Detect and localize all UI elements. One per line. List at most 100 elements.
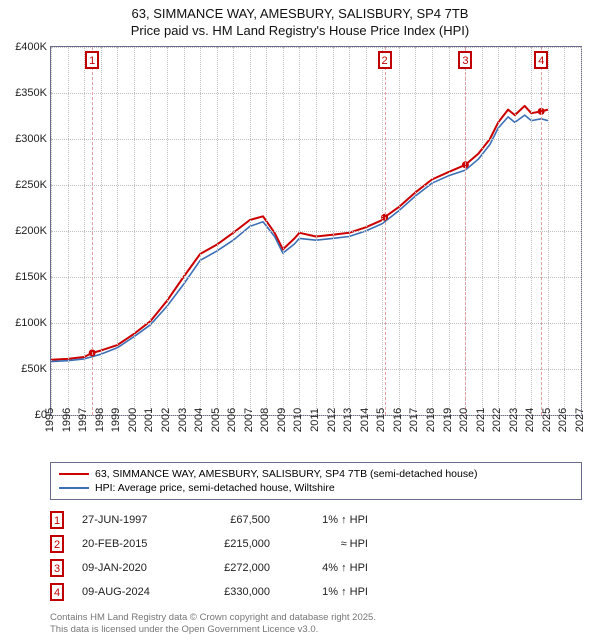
transaction-price: £330,000 (190, 586, 270, 598)
transaction-date: 09-JAN-2020 (82, 562, 172, 574)
gridline-vertical (415, 47, 416, 415)
x-tick-label: 2007 (243, 408, 255, 432)
x-axis-labels: 1995199619971998199920002001200220032004… (50, 416, 582, 458)
transaction-price: £67,500 (190, 514, 270, 526)
sale-marker-box: 4 (534, 51, 548, 69)
x-tick-label: 2013 (342, 408, 354, 432)
x-tick-label: 2027 (574, 408, 586, 432)
footer-line1: Contains HM Land Registry data © Crown c… (50, 612, 582, 624)
transaction-price: £215,000 (190, 538, 270, 550)
gridline-vertical (150, 47, 151, 415)
x-tick-label: 2003 (177, 408, 189, 432)
gridline-vertical (217, 47, 218, 415)
sale-marker-line (92, 47, 93, 415)
sale-marker-line (465, 47, 466, 415)
gridline-vertical (299, 47, 300, 415)
gridline-vertical (134, 47, 135, 415)
transaction-hpi: 4% ↑ HPI (288, 562, 368, 574)
chart-container: 63, SIMMANCE WAY, AMESBURY, SALISBURY, S… (0, 0, 600, 636)
x-tick-label: 2006 (226, 408, 238, 432)
sale-marker-line (541, 47, 542, 415)
gridline-vertical (564, 47, 565, 415)
gridline-vertical (101, 47, 102, 415)
chart-title-block: 63, SIMMANCE WAY, AMESBURY, SALISBURY, S… (0, 0, 600, 40)
sale-marker-box: 1 (85, 51, 99, 69)
transaction-row: 4 09-AUG-2024 £330,000 1% ↑ HPI (50, 580, 582, 604)
transaction-marker: 4 (50, 583, 64, 601)
x-tick-label: 2024 (524, 408, 536, 432)
x-tick-label: 2021 (475, 408, 487, 432)
transaction-hpi: 1% ↑ HPI (288, 586, 368, 598)
gridline-vertical (498, 47, 499, 415)
x-tick-label: 2019 (442, 408, 454, 432)
gridline-vertical (250, 47, 251, 415)
gridline-vertical (84, 47, 85, 415)
gridline-vertical (382, 47, 383, 415)
x-tick-label: 2005 (210, 408, 222, 432)
gridline-vertical (167, 47, 168, 415)
x-tick-label: 2014 (359, 408, 371, 432)
legend-item: 63, SIMMANCE WAY, AMESBURY, SALISBURY, S… (59, 467, 573, 481)
gridline-vertical (68, 47, 69, 415)
transaction-price: £272,000 (190, 562, 270, 574)
x-tick-label: 2025 (541, 408, 553, 432)
transaction-marker: 1 (50, 511, 64, 529)
gridline-vertical (366, 47, 367, 415)
y-tick-label: £0 (3, 409, 47, 421)
x-tick-label: 2001 (143, 408, 155, 432)
x-tick-label: 2017 (408, 408, 420, 432)
legend-label: HPI: Average price, semi-detached house,… (95, 482, 335, 494)
gridline-vertical (283, 47, 284, 415)
gridline-vertical (548, 47, 549, 415)
x-tick-label: 2008 (259, 408, 271, 432)
x-tick-label: 2000 (127, 408, 139, 432)
y-tick-label: £350K (3, 87, 47, 99)
gridline-vertical (482, 47, 483, 415)
x-tick-label: 2010 (292, 408, 304, 432)
x-tick-label: 2016 (392, 408, 404, 432)
y-tick-label: £300K (3, 133, 47, 145)
x-tick-label: 1996 (61, 408, 73, 432)
gridline-vertical (515, 47, 516, 415)
x-tick-label: 2012 (326, 408, 338, 432)
y-tick-label: £400K (3, 41, 47, 53)
transaction-date: 20-FEB-2015 (82, 538, 172, 550)
y-tick-label: £200K (3, 225, 47, 237)
chart-title-subtitle: Price paid vs. HM Land Registry's House … (10, 23, 590, 38)
x-tick-label: 2009 (276, 408, 288, 432)
transaction-row: 309-JAN-2020£272,0004% ↑ HPI (50, 556, 582, 580)
legend-item: HPI: Average price, semi-detached house,… (59, 481, 573, 495)
x-tick-label: 2018 (425, 408, 437, 432)
y-tick-label: £50K (3, 363, 47, 375)
x-tick-label: 2004 (193, 408, 205, 432)
transaction-date: 27-JUN-1997 (82, 514, 172, 526)
gridline-vertical (581, 47, 582, 415)
transaction-marker: 2 (50, 535, 64, 553)
plot-area: £0£50K£100K£150K£200K£250K£300K£350K£400… (50, 46, 582, 416)
gridline-vertical (233, 47, 234, 415)
x-tick-label: 2020 (458, 408, 470, 432)
gridline-vertical (399, 47, 400, 415)
transaction-date: 09-AUG-2024 (82, 586, 172, 598)
x-tick-label: 2026 (557, 408, 569, 432)
transactions-table: 1 27-JUN-1997 £67,500 1% ↑ HPI 2 20-FEB-2015 £… (50, 508, 582, 604)
gridline-vertical (349, 47, 350, 415)
transaction-row: 2 20-FEB-2015 £215,000 ≈ HPI (50, 532, 582, 556)
x-tick-label: 2015 (375, 408, 387, 432)
gridline-vertical (531, 47, 532, 415)
transaction-row: 127-JUN-1997£67,5001% ↑ HPI (50, 508, 582, 532)
y-tick-label: £150K (3, 271, 47, 283)
transaction-hpi: ≈ HPI (288, 538, 368, 550)
legend-swatch (59, 473, 89, 475)
x-tick-label: 1999 (110, 408, 122, 432)
x-tick-label: 1998 (94, 408, 106, 432)
footer-line2: This data is licensed under the Open Gov… (50, 624, 582, 636)
gridline-vertical (184, 47, 185, 415)
legend-label: 63, SIMMANCE WAY, AMESBURY, SALISBURY, S… (95, 468, 477, 480)
y-tick-label: £100K (3, 317, 47, 329)
gridline-vertical (266, 47, 267, 415)
gridline-vertical (51, 47, 52, 415)
x-tick-label: 2002 (160, 408, 172, 432)
sale-marker-box: 2 (378, 51, 392, 69)
legend: 63, SIMMANCE WAY, AMESBURY, SALISBURY, S… (50, 462, 582, 500)
